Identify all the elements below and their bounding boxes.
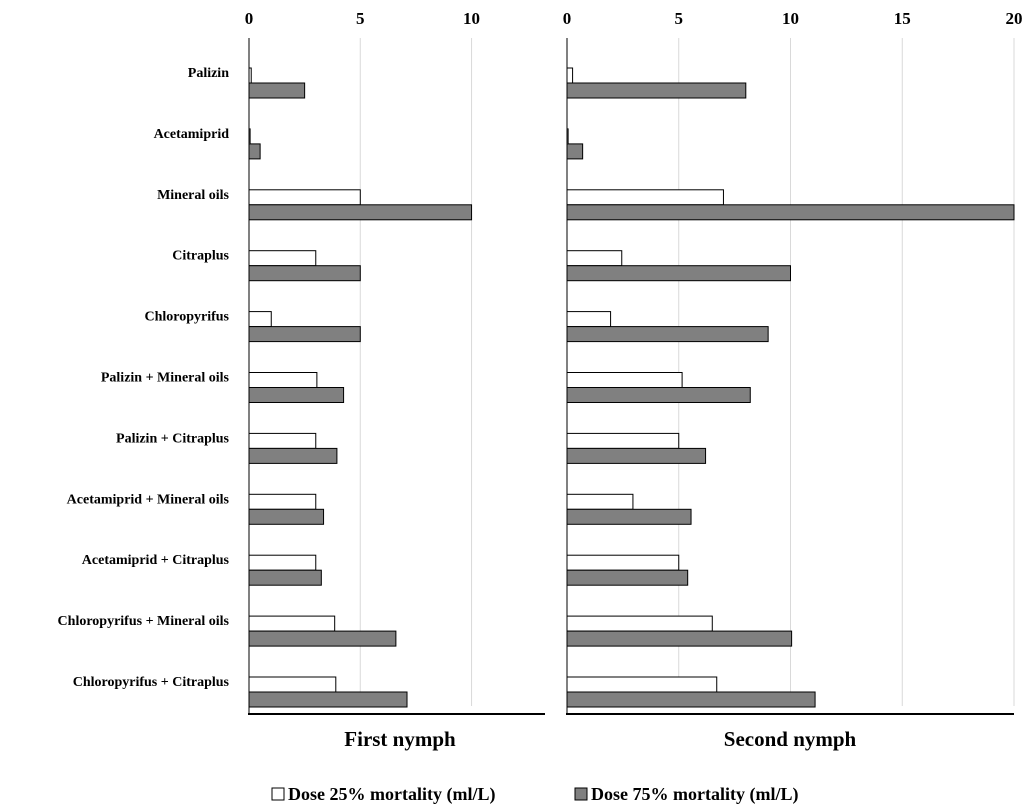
- bar-dose-75-palizin-citraplus: [248, 447, 338, 464]
- legend-label-dose-75: Dose 75% mortality (ml/L): [591, 784, 798, 805]
- bar-dose-75-acetamiprid: [566, 143, 584, 160]
- bar-dose-75-palizin-mineral-oils: [248, 387, 345, 403]
- x-tick-label: 5: [675, 9, 684, 28]
- bar-dose-25-mineral-oils: [248, 189, 361, 206]
- bar-dose-25-palizin-mineral-oils: [566, 372, 683, 388]
- category-label-palizin-citraplus: Palizin + Citraplus: [116, 431, 230, 446]
- bar-dose-75-citraplus: [566, 265, 791, 282]
- x-tick-label: 0: [563, 9, 572, 28]
- legend: Dose 25% mortality (ml/L) Dose 75% morta…: [271, 784, 798, 805]
- bar-dose-25-acetamiprid-citraplus: [566, 554, 680, 571]
- category-labels: Palizin Acetamiprid Mineral oils Citraplus C…: [58, 66, 230, 690]
- bar-dose-75-chloropyrifus: [248, 326, 361, 343]
- bar-dose-25-palizin-citraplus: [248, 432, 317, 449]
- bar-dose-25-acetamiprid-mineral-oils: [248, 493, 317, 510]
- category-label-acetamiprid-citraplus: Acetamiprid + Citraplus: [82, 553, 230, 568]
- bar-dose-25-mineral-oils: [566, 189, 724, 206]
- bar-dose-75-chloropyrifus: [566, 326, 769, 343]
- bar-dose-75-chloropyrifus-citraplus: [566, 691, 816, 708]
- category-label-chloropyrifus-citraplus: Chloropyrifus + Citraplus: [73, 675, 230, 690]
- bar-dose-25-chloropyrifus-citraplus: [566, 676, 718, 693]
- category-label-citraplus: Citraplus: [172, 249, 229, 264]
- panel-title: Second nymph: [724, 727, 857, 751]
- bar-dose-75-acetamiprid-mineral-oils: [248, 508, 325, 525]
- bar-dose-25-acetamiprid-citraplus: [248, 554, 317, 571]
- bar-dose-25-chloropyrifus-mineral-oils: [566, 615, 713, 632]
- category-label-acetamiprid: Acetamiprid: [154, 127, 230, 142]
- bar-dose-25-palizin-citraplus: [566, 432, 680, 449]
- legend-label-dose-25: Dose 25% mortality (ml/L): [288, 784, 495, 805]
- bar-dose-25-citraplus: [248, 250, 317, 267]
- panel-first-nymph: 0 5 10 First nymph: [245, 9, 545, 751]
- x-tick-label: 15: [894, 9, 911, 28]
- category-label-mineral-oils: Mineral oils: [157, 188, 229, 203]
- category-label-palizin: Palizin: [188, 66, 229, 81]
- bar-dose-25-citraplus: [566, 250, 623, 267]
- bar-dose-75-palizin-mineral-oils: [566, 387, 751, 403]
- bar-dose-75-acetamiprid-mineral-oils: [566, 508, 692, 525]
- panel-second-nymph: 0 5 10 15 20 Second nymph: [563, 9, 1023, 751]
- x-tick-label: 20: [1006, 9, 1023, 28]
- bar-dose-75-chloropyrifus-mineral-oils: [566, 630, 793, 647]
- x-tick-label: 0: [245, 9, 254, 28]
- bar-dose-75-acetamiprid-citraplus: [248, 569, 322, 586]
- panel-title: First nymph: [344, 727, 456, 751]
- category-label-chloropyrifus: Chloropyrifus: [144, 310, 229, 325]
- bar-dose-75-mineral-oils: [248, 204, 473, 221]
- x-tick-label: 10: [782, 9, 799, 28]
- legend-swatch-dose-75: [574, 787, 588, 801]
- bar-dose-75-mineral-oils: [566, 204, 1015, 221]
- bar-dose-25-chloropyrifus: [566, 311, 612, 328]
- bar-dose-75-chloropyrifus-mineral-oils: [248, 630, 397, 647]
- bar-dose-25-palizin-mineral-oils: [248, 372, 318, 388]
- bar-dose-75-acetamiprid: [248, 143, 261, 160]
- bar-dose-75-palizin: [248, 82, 306, 99]
- bar-dose-75-palizin-citraplus: [566, 447, 707, 464]
- bar-dose-75-palizin: [566, 82, 747, 99]
- legend-swatch-dose-25: [271, 787, 285, 801]
- category-label-chloropyrifus-mineral-oils: Chloropyrifus + Mineral oils: [58, 614, 230, 629]
- bar-dose-75-acetamiprid-citraplus: [566, 569, 689, 586]
- bar-dose-25-palizin: [566, 67, 574, 84]
- category-label-acetamiprid-mineral-oils: Acetamiprid + Mineral oils: [67, 492, 230, 507]
- bar-dose-25-chloropyrifus: [248, 311, 272, 328]
- x-tick-label: 5: [356, 9, 365, 28]
- x-tick-label: 10: [463, 9, 480, 28]
- bar-dose-75-chloropyrifus-citraplus: [248, 691, 408, 708]
- bar-dose-25-chloropyrifus-mineral-oils: [248, 615, 336, 632]
- bar-dose-75-citraplus: [248, 265, 361, 282]
- bar-dose-25-acetamiprid-mineral-oils: [566, 493, 634, 510]
- category-label-palizin-mineral-oils: Palizin + Mineral oils: [101, 371, 230, 386]
- bar-dose-25-chloropyrifus-citraplus: [248, 676, 337, 693]
